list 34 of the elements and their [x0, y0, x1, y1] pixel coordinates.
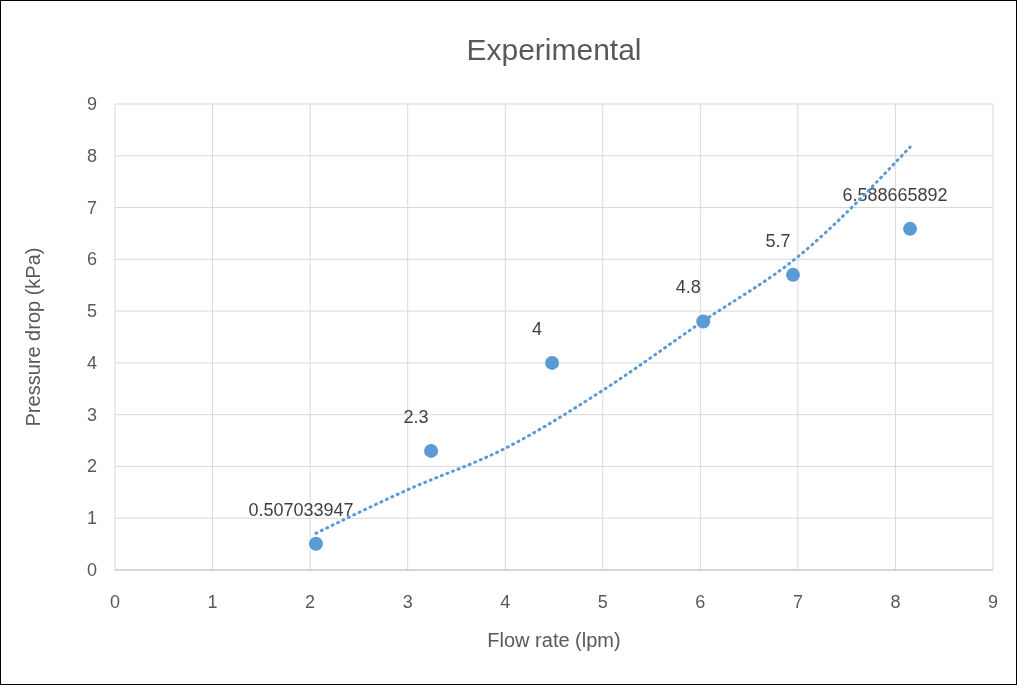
y-tick-label: 4: [86, 352, 97, 373]
y-axis-title: Pressure drop (kPa): [22, 247, 44, 427]
y-tick-label: 1: [86, 508, 97, 529]
y-tick-label: 7: [86, 197, 97, 218]
x-tick-label: 6: [695, 592, 706, 612]
data-label: 2.3: [403, 406, 429, 427]
data-label: 4: [532, 318, 543, 339]
x-axis-title: Flow rate (lpm): [487, 629, 621, 651]
x-tick-label: 8: [890, 592, 901, 612]
x-tick-label: 1: [207, 592, 218, 612]
point: [786, 267, 801, 282]
x-tick-label: 7: [792, 592, 803, 612]
x-tick-label: 2: [305, 592, 316, 612]
y-tick-label: 6: [86, 249, 97, 270]
x-tick-label: 4: [500, 592, 511, 612]
point: [308, 536, 323, 551]
x-tick-label: 3: [402, 592, 413, 612]
point: [545, 355, 560, 370]
x-tick-label: 9: [987, 592, 999, 612]
point: [424, 443, 439, 458]
y-tick-label: 3: [86, 404, 97, 425]
data-label: 5.7: [765, 230, 791, 251]
chart-title: Experimental: [466, 33, 642, 66]
point: [903, 221, 918, 236]
x-tick-label: 5: [597, 592, 608, 612]
x-tick-label: 0: [109, 592, 121, 612]
data-label: 4.8: [675, 277, 701, 298]
y-tick-label: 9: [86, 94, 97, 114]
y-tick-label: 0: [86, 560, 97, 580]
y-tick-label: 5: [86, 301, 97, 322]
data-label: 6.588665892: [842, 184, 948, 205]
data-label: 0.507033947: [248, 499, 354, 520]
y-tick-label: 8: [86, 145, 97, 166]
y-tick-label: 2: [86, 456, 97, 477]
